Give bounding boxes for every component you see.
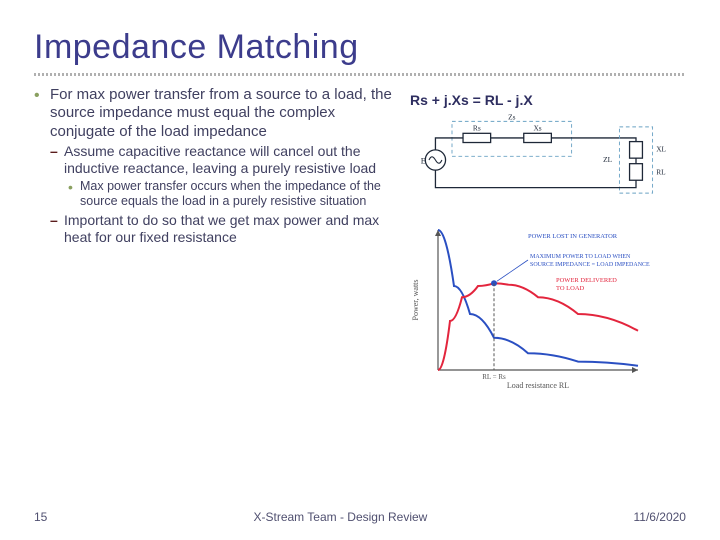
equation-text: Rs + j.Xs = RL - j.X	[410, 92, 684, 108]
svg-text:POWER DELIVERED: POWER DELIVERED	[556, 277, 617, 284]
bullet-sub-2: Important to do so that we get max power…	[34, 212, 394, 246]
bullet-subsub-1: Max power transfer occurs when the imped…	[34, 179, 394, 210]
svg-text:TO LOAD: TO LOAD	[556, 285, 585, 292]
svg-text:Xs: Xs	[533, 124, 541, 133]
svg-text:ZL: ZL	[603, 155, 612, 164]
text-column: For max power transfer from a source to …	[34, 86, 394, 396]
svg-text:XL: XL	[656, 145, 666, 154]
figure-column: Rs + j.Xs = RL - j.X Zs E Rs Xs ZL XL RL Power…	[404, 86, 684, 396]
svg-text:POWER LOST IN GENERATOR: POWER LOST IN GENERATOR	[528, 233, 618, 240]
svg-text:Power, watts: Power, watts	[411, 279, 420, 320]
footer-date: 11/6/2020	[633, 510, 686, 524]
svg-text:Load resistance RL: Load resistance RL	[507, 381, 569, 390]
svg-text:E: E	[421, 157, 426, 166]
power-chart: Power, watts Load resistance RLRL = Rs POW…	[404, 206, 684, 396]
svg-text:RL = Rs: RL = Rs	[482, 373, 506, 381]
page-number: 15	[34, 510, 47, 524]
bullet-sub-1: Assume capacitive reactance will cancel …	[34, 143, 394, 177]
footer: 15 X-Stream Team - Design Review 11/6/20…	[34, 510, 686, 524]
svg-text:MAXIMUM POWER TO LOAD WHEN: MAXIMUM POWER TO LOAD WHEN	[530, 254, 631, 260]
svg-text:SOURCE IMPEDANCE = LOAD IMPEDA: SOURCE IMPEDANCE = LOAD IMPEDANCE	[530, 262, 650, 268]
svg-text:RL: RL	[656, 168, 666, 177]
title-underline	[34, 73, 686, 76]
content-row: For max power transfer from a source to …	[34, 86, 686, 396]
svg-text:Zs: Zs	[508, 114, 515, 122]
slide-title: Impedance Matching	[34, 28, 686, 67]
svg-text:Rs: Rs	[473, 124, 481, 133]
circuit-diagram: Zs E Rs Xs ZL XL RL	[404, 114, 684, 206]
footer-center: X-Stream Team - Design Review	[254, 510, 428, 524]
bullet-main: For max power transfer from a source to …	[34, 86, 394, 141]
